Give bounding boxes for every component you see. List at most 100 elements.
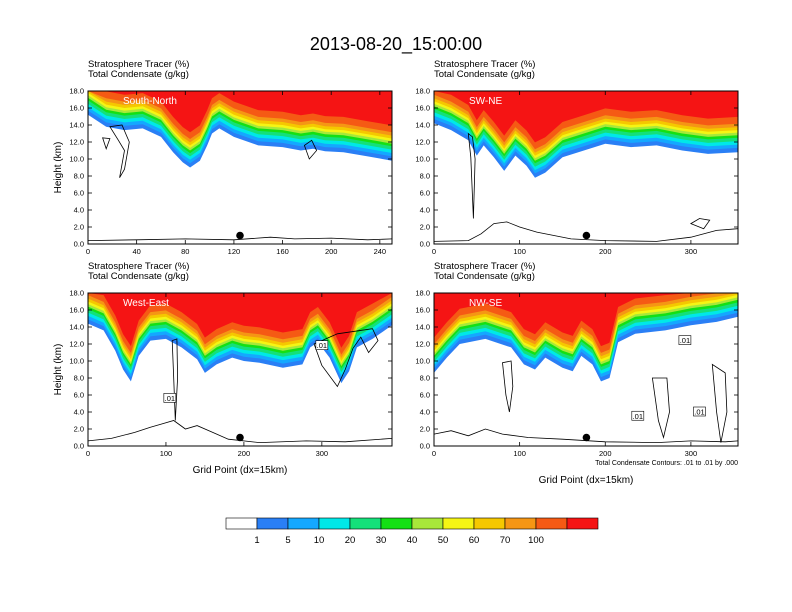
colorbar-swatch <box>287 517 320 530</box>
y-tick-label: 6.0 <box>74 391 84 400</box>
y-tick-label: 10.0 <box>69 155 84 164</box>
y-tick-label: 14.0 <box>415 121 430 130</box>
tracer-field <box>88 91 392 241</box>
x-tick-label: 300 <box>685 247 698 256</box>
panel-subtitle-condensate: Total Condensate (g/kg) <box>434 69 535 80</box>
colorbar-label: 70 <box>500 535 511 546</box>
y-tick-label: 0.0 <box>74 240 84 249</box>
y-tick-label: 8.0 <box>74 172 84 181</box>
colorbar-swatch <box>380 517 413 530</box>
y-tick-label: 12.0 <box>69 138 84 147</box>
y-tick-label: 12.0 <box>415 340 430 349</box>
condensate-contour <box>711 363 728 443</box>
panel-subtitle-tracer: Stratosphere Tracer (%) <box>434 261 535 272</box>
x-tick-label: 100 <box>513 449 526 458</box>
y-tick-label: 18.0 <box>69 87 84 96</box>
y-tick-label: 10.0 <box>415 357 430 366</box>
colorbar: 1 5 10 20 30 40 50 60 70 100 <box>225 517 599 546</box>
contour-label-box <box>678 335 692 345</box>
y-tick-label: 2.0 <box>420 425 430 434</box>
panel-label: SW-NE <box>469 96 502 107</box>
terrain-line <box>434 221 738 242</box>
figure-title: 2013-08-20_15:00:00 <box>310 34 482 55</box>
y-tick-label: 2.0 <box>420 223 430 232</box>
y-tick-label: 14.0 <box>415 323 430 332</box>
terrain-line <box>88 420 392 444</box>
tracer-band-11 <box>88 293 392 348</box>
panel-p2: Stratosphere Tracer (%)Total Condensate … <box>415 59 739 256</box>
y-tick-label: 10.0 <box>415 155 430 164</box>
contour-label: .01 <box>165 394 175 403</box>
y-tick-label: 12.0 <box>415 138 430 147</box>
tracer-band-11 <box>434 293 738 347</box>
colorbar-swatch <box>225 517 258 530</box>
y-tick-label: 4.0 <box>74 408 84 417</box>
colorbar-swatch <box>318 517 351 530</box>
colorbar-label: 5 <box>285 535 290 546</box>
x-tick-label: 100 <box>513 247 526 256</box>
colorbar-swatch <box>535 517 568 530</box>
x-tick-label: 240 <box>374 247 387 256</box>
y-tick-label: 2.0 <box>74 425 84 434</box>
contour-label: .01 <box>633 412 643 421</box>
y-tick-label: 4.0 <box>420 206 430 215</box>
terrain-line <box>434 428 738 444</box>
x-tick-label: 120 <box>228 247 241 256</box>
y-tick-label: 6.0 <box>74 189 84 198</box>
panel-p4: Stratosphere Tracer (%)Total Condensate … <box>415 261 739 486</box>
colorbar-label: 40 <box>407 535 418 546</box>
panel-p3: Stratosphere Tracer (%)Total Condensate … <box>53 261 393 476</box>
tracer-field <box>88 293 392 444</box>
colorbar-swatch <box>349 517 382 530</box>
y-tick-label: 14.0 <box>69 121 84 130</box>
y-tick-label: 8.0 <box>420 374 430 383</box>
cross-section-marker <box>236 433 244 442</box>
cross-section-marker <box>582 231 591 240</box>
x-tick-label: 100 <box>160 449 173 458</box>
tracer-field <box>434 293 738 444</box>
panel-subtitle-condensate: Total Condensate (g/kg) <box>88 271 189 282</box>
contour-label-box <box>631 410 645 421</box>
colorbar-label: 100 <box>528 535 544 546</box>
colorbar-swatch <box>411 517 444 530</box>
panel-subtitle-tracer: Stratosphere Tracer (%) <box>434 59 535 70</box>
plot-frame <box>433 292 739 447</box>
x-tick-label: 160 <box>276 247 289 256</box>
panel-subtitle-condensate: Total Condensate (g/kg) <box>434 271 535 282</box>
y-tick-label: 18.0 <box>415 87 430 96</box>
x-tick-label: 0 <box>432 247 436 256</box>
x-tick-label: 0 <box>86 449 90 458</box>
x-tick-label: 200 <box>599 247 612 256</box>
y-tick-label: 4.0 <box>74 206 84 215</box>
tracer-band-11 <box>88 91 392 133</box>
y-tick-label: 16.0 <box>69 104 84 113</box>
y-tick-label: 0.0 <box>420 240 430 249</box>
y-tick-label: 18.0 <box>415 289 430 298</box>
tracer-band-11 <box>434 91 738 143</box>
plot-frame <box>87 90 393 245</box>
cross-section-marker <box>582 433 591 442</box>
y-tick-label: 0.0 <box>420 442 430 451</box>
condensate-contour <box>303 139 318 160</box>
colorbar-swatch <box>256 517 289 530</box>
y-tick-label: 16.0 <box>69 306 84 315</box>
panel-subtitle-condensate: Total Condensate (g/kg) <box>88 69 189 80</box>
x-tick-label: 300 <box>316 449 329 458</box>
condensate-contour <box>109 124 130 178</box>
contour-label-box <box>163 393 177 403</box>
panel-label: South-North <box>123 96 177 107</box>
terrain-line <box>88 236 392 241</box>
x-tick-label: 200 <box>325 247 338 256</box>
tracer-field <box>434 91 738 242</box>
contour-label-box <box>315 340 329 351</box>
colorbar-label: 10 <box>314 535 325 546</box>
panel-label: NW-SE <box>469 298 502 309</box>
contour-label: .01 <box>680 336 690 345</box>
x-axis-label: Grid Point (dx=15km) <box>539 475 634 486</box>
x-tick-label: 40 <box>132 247 140 256</box>
colorbar-label: 1 <box>254 535 259 546</box>
condensate-contour <box>502 360 514 413</box>
plot-frame <box>433 90 739 245</box>
y-tick-label: 14.0 <box>69 323 84 332</box>
